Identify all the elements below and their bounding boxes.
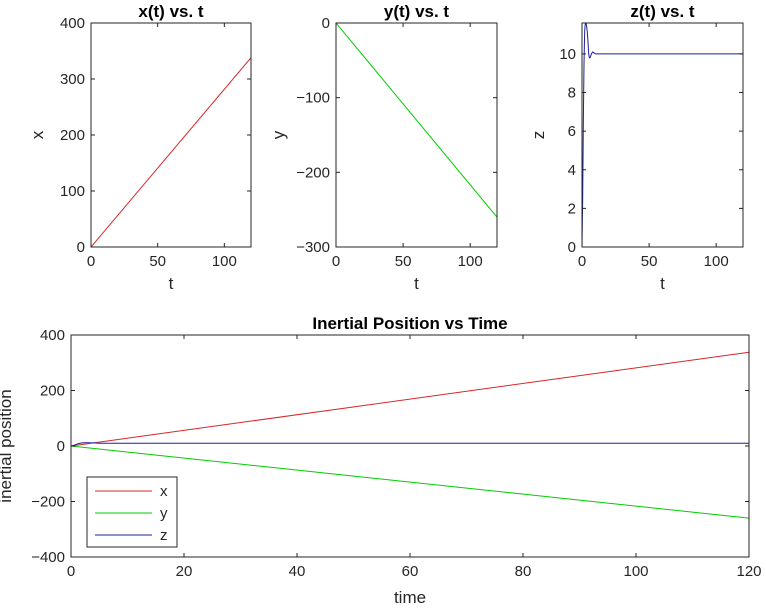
- x-tick-label: 50: [641, 253, 658, 270]
- y-tick-label: 0: [568, 239, 576, 256]
- chart-title: z(t) vs. t: [630, 2, 695, 21]
- y-tick-label: 8: [568, 85, 576, 102]
- plot-area: [91, 23, 251, 247]
- x-tick-label: 0: [67, 563, 75, 580]
- legend-label-y: y: [160, 505, 168, 522]
- plot-area: [582, 23, 743, 247]
- x-tick-label: 0: [87, 253, 95, 270]
- x-axis-label: t: [169, 274, 174, 293]
- legend: xyz: [86, 476, 178, 548]
- series-line-0: [91, 57, 251, 247]
- x-tick-label: 50: [395, 253, 412, 270]
- chart-title: x(t) vs. t: [138, 2, 204, 21]
- x-tick-label: 80: [515, 563, 532, 580]
- y-tick-label: 400: [60, 15, 85, 32]
- series-line-y: [71, 445, 749, 519]
- y-axis-label: y: [269, 130, 288, 139]
- x-tick-label: 20: [176, 563, 193, 580]
- plot-area: [336, 23, 497, 247]
- y-tick-label: 300: [60, 71, 85, 88]
- y-tick-label: 200: [60, 127, 85, 144]
- x-axis-label: time: [394, 588, 426, 607]
- legend-label-x: x: [160, 483, 168, 500]
- x-tick-label: 0: [332, 253, 340, 270]
- y-tick-label: −200: [31, 494, 65, 511]
- series-group: [336, 23, 497, 218]
- y-tick-label: −300: [296, 239, 330, 256]
- y-tick-label: 0: [57, 438, 65, 455]
- y-tick-label: 10: [559, 46, 576, 63]
- y-tick-label: 0: [77, 239, 85, 256]
- x-tick-label: 120: [736, 563, 761, 580]
- axes-1: 0 50 100 −300 −200 −100 0 y(t) vs. t t y: [269, 2, 498, 293]
- series-group: [71, 351, 749, 519]
- x-tick-label: 0: [578, 253, 586, 270]
- axes-3: 0 20 40 60 80 100 120 −400 −200 0 200 400 Inertial P…: [0, 314, 762, 607]
- x-axis-label: t: [660, 274, 665, 293]
- x-tick-label: 100: [623, 563, 648, 580]
- y-tick-label: −400: [31, 549, 65, 566]
- y-tick-label: 200: [40, 383, 65, 400]
- y-tick-label: 6: [568, 123, 576, 140]
- y-tick-label: 100: [60, 183, 85, 200]
- y-tick-label: 400: [40, 327, 65, 344]
- series-group: [582, 23, 743, 247]
- series-line-x: [71, 351, 749, 447]
- series-line-0: [582, 23, 743, 247]
- axes-box: [581, 22, 744, 248]
- series-group: [91, 57, 251, 247]
- x-axis-label: t: [414, 274, 419, 293]
- y-axis-label: z: [529, 131, 548, 140]
- x-tick-label: 60: [402, 563, 419, 580]
- y-axis-label: inertial position: [0, 389, 15, 502]
- chart-title: Inertial Position vs Time: [312, 314, 507, 333]
- legend-label-z: z: [160, 527, 168, 544]
- x-tick-label: 100: [704, 253, 729, 270]
- x-tick-label: 100: [212, 253, 237, 270]
- axes-2: 0 50 100 0 2 4 6 8 10 z(t) vs. t t z: [529, 2, 744, 293]
- y-tick-label: 2: [568, 200, 576, 217]
- x-tick-label: 40: [289, 563, 306, 580]
- x-tick-label: 50: [149, 253, 166, 270]
- y-tick-label: −100: [296, 90, 330, 107]
- y-tick-label: −200: [296, 164, 330, 181]
- chart-title: y(t) vs. t: [384, 2, 450, 21]
- y-axis-label: x: [28, 130, 47, 139]
- plot-area: [71, 335, 749, 557]
- series-line-z: [71, 442, 749, 447]
- y-tick-label: 0: [322, 15, 330, 32]
- series-line-0: [336, 23, 497, 218]
- axes-box: [335, 22, 498, 248]
- x-tick-label: 100: [458, 253, 483, 270]
- axes-0: 0 50 100 0 100 200 300 400 x(t) vs. t t x: [28, 2, 252, 293]
- y-tick-label: 4: [568, 162, 576, 179]
